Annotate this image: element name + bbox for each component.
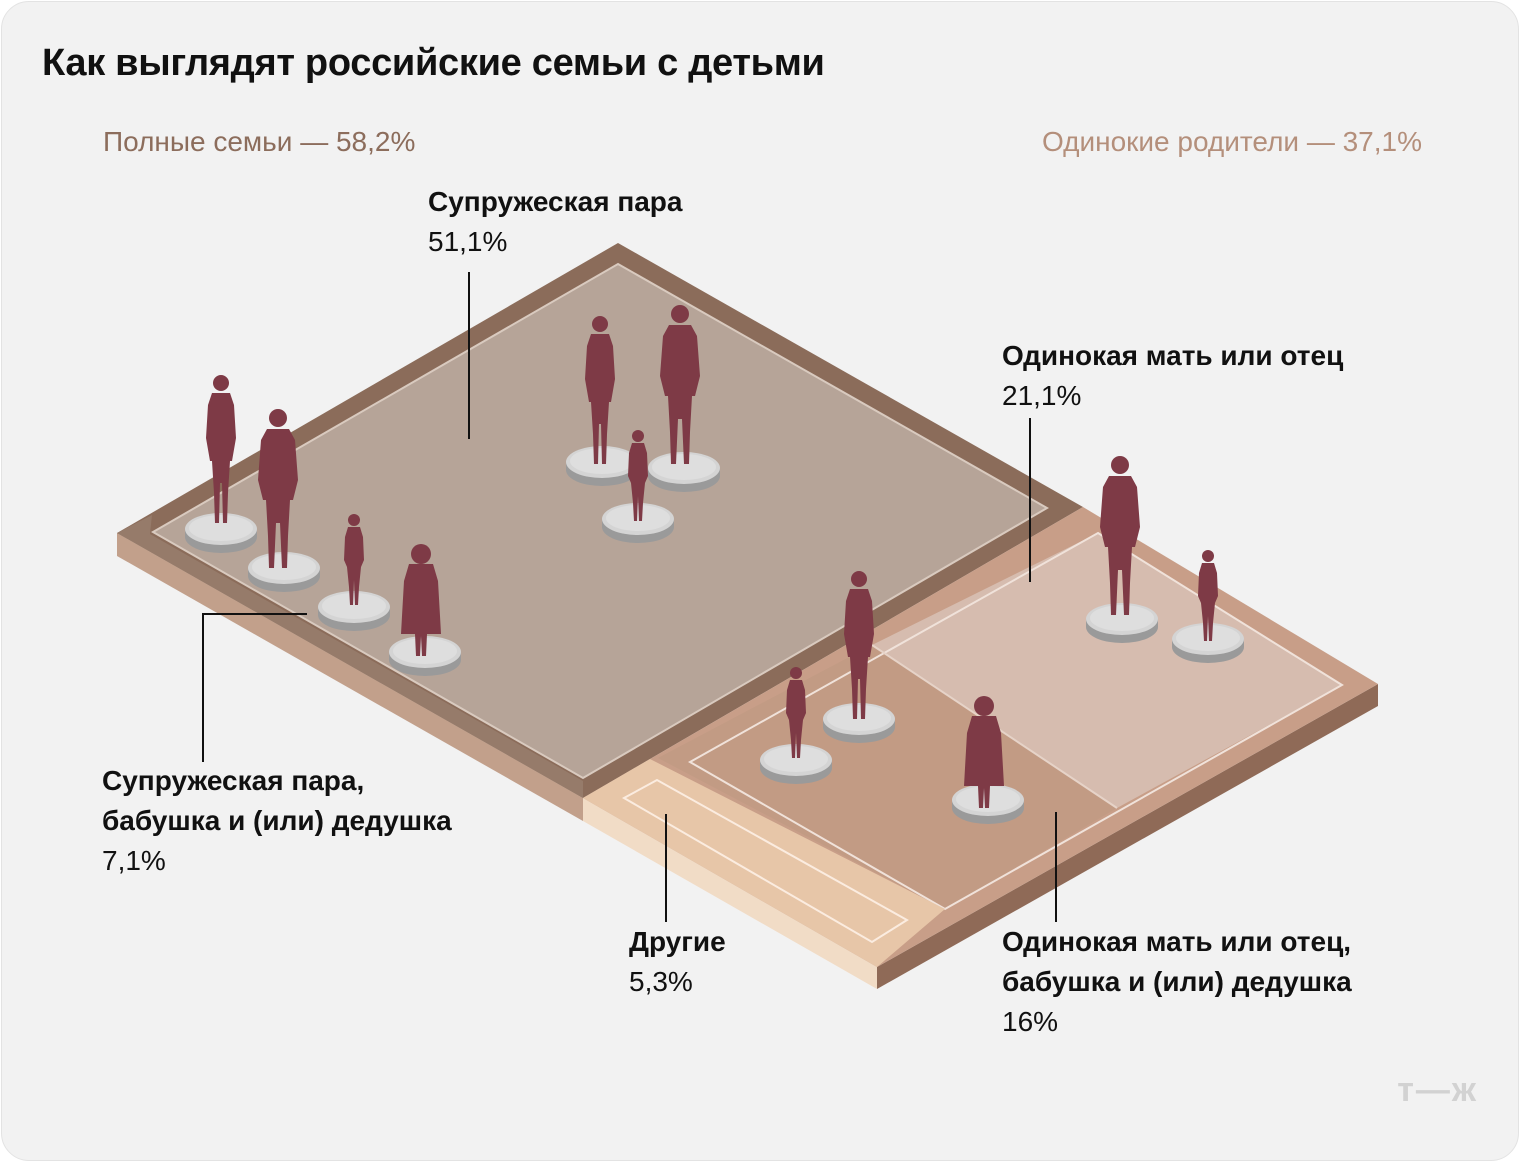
label-couple-grand-name-2: бабушка и (или) дедушка (102, 805, 452, 836)
label-single-value: 21,1% (1002, 380, 1082, 411)
label-couple-name: Супружеская пара (428, 186, 683, 217)
label-couple-value: 51,1% (428, 226, 508, 257)
label-other-value: 5,3% (629, 966, 693, 997)
couple-grand-strip (117, 515, 583, 798)
label-single-grand-name-1: Одинокая мать или отец, (1002, 926, 1352, 957)
label-single: Одинокая мать или отец 21,1% (1002, 336, 1343, 416)
other-inner-border (621, 778, 909, 944)
brand-logo: т—ж (1397, 1071, 1478, 1109)
label-couple-grand-name-1: Супружеская пара, (102, 765, 365, 796)
label-other-name: Другие (629, 926, 726, 957)
label-single-grand: Одинокая мать или отец, бабушка и (или) … (1002, 922, 1352, 1042)
label-couple: Супружеская пара 51,1% (428, 182, 682, 262)
label-other: Другие 5,3% (629, 922, 726, 1002)
label-couple-grand: Супружеская пара, бабушка и (или) дедушк… (102, 761, 452, 881)
group-label-single: Одинокие родители — 37,1% (1041, 126, 1422, 157)
other-floor (583, 759, 945, 967)
page-title: Как выглядят российские семьи с детьми (42, 42, 825, 84)
group-label-full: Полные семьи — 58,2% (103, 126, 416, 157)
label-couple-grand-value: 7,1% (102, 845, 166, 876)
couple-block-side-left (117, 533, 583, 821)
other-block-side (583, 798, 877, 989)
label-single-name: Одинокая мать или отец (1002, 340, 1344, 371)
label-single-grand-value: 16% (1002, 1006, 1059, 1037)
label-single-grand-name-2: бабушка и (или) дедушка (1002, 966, 1352, 997)
single-floor (872, 533, 1342, 808)
couple-floor (150, 262, 1050, 780)
leader-couple-grand (202, 613, 307, 762)
single-block-side-right (877, 684, 1378, 989)
single-grand-floor (658, 645, 1117, 909)
